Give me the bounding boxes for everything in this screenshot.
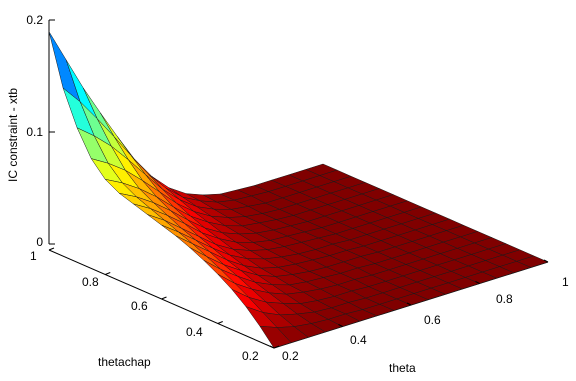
y-tick-mark-1 xyxy=(217,321,223,324)
z-tick-label-2: 0.2 xyxy=(26,13,43,27)
y-tick-label-4: 1 xyxy=(30,249,37,263)
x-tick-mark-3 xyxy=(475,281,480,284)
y-tick-mark-0 xyxy=(273,345,280,349)
surface-mesh xyxy=(48,31,549,349)
y-tick-label-3: 0.8 xyxy=(82,275,99,289)
x-tick-mark-0 xyxy=(269,345,275,349)
x-tick-label-0: 0.2 xyxy=(282,349,299,363)
x-tick-mark-1 xyxy=(338,324,343,327)
y-tick-mark-3 xyxy=(105,272,111,275)
y-tick-label-2: 0.6 xyxy=(131,299,148,313)
surface-facet-0-15 xyxy=(516,255,549,268)
x-tick-label-1: 0.4 xyxy=(350,333,367,347)
x-tick-label-2: 0.6 xyxy=(424,313,441,327)
x-tick-mark-2 xyxy=(406,302,412,306)
y-tick-mark-2 xyxy=(161,296,167,300)
thetachap-axis-label: thetachap xyxy=(98,355,151,369)
y-tick-mark-4 xyxy=(48,247,55,251)
z-tick-label-1: 0.1 xyxy=(26,125,43,139)
theta-axis-label: theta xyxy=(389,361,416,375)
x-tick-mark-4 xyxy=(543,259,549,263)
tick-marks xyxy=(48,19,549,349)
y-tick-label-0: 0.2 xyxy=(242,349,259,363)
x-tick-label-4: 1 xyxy=(562,275,569,289)
z-axis-label: IC constraint - xtb xyxy=(6,88,20,182)
x-tick-label-3: 0.8 xyxy=(496,292,513,306)
y-tick-label-1: 0.4 xyxy=(186,325,203,339)
z-tick-label-0: 0 xyxy=(36,235,43,249)
tick-labels: 0 0.1 0.2 1 0.8 0.6 0.4 0.2 0.2 0.4 0.6 … xyxy=(6,13,569,375)
